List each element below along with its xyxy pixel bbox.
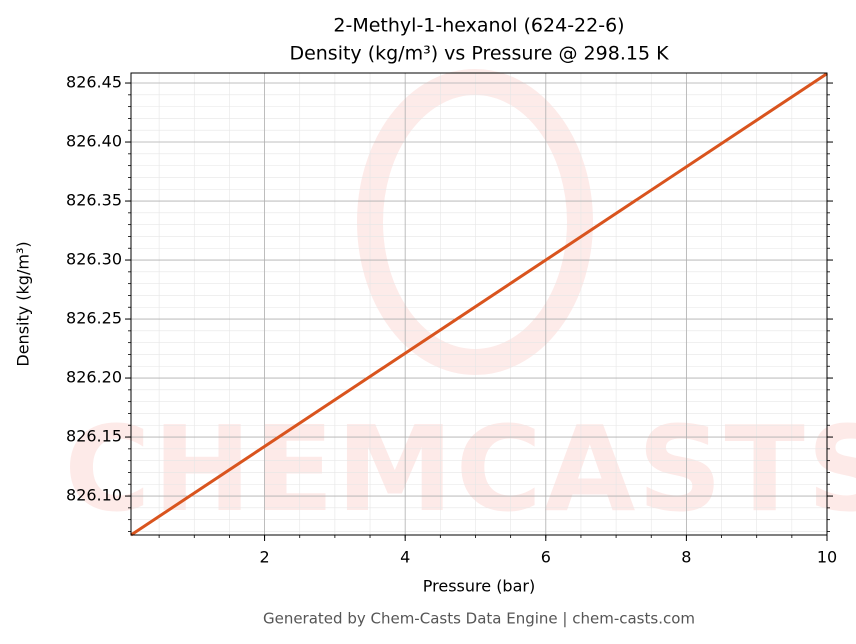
watermark: CHEMCASTS bbox=[64, 69, 856, 538]
y-tick-label: 826.35 bbox=[66, 191, 122, 210]
plot-frame bbox=[130, 72, 828, 536]
chart-subtitle: Density (kg/m³) vs Pressure @ 298.15 K bbox=[289, 43, 669, 65]
x-tick-label: 10 bbox=[817, 548, 837, 567]
y-tick-label: 826.25 bbox=[66, 309, 122, 328]
y-axis-label: Density (kg/m³) bbox=[14, 241, 33, 366]
x-tick-label: 2 bbox=[259, 548, 269, 567]
y-tick-label: 826.30 bbox=[66, 250, 122, 269]
watermark-ring bbox=[357, 69, 593, 375]
y-tick-label: 826.45 bbox=[66, 73, 122, 92]
x-tick-label: 8 bbox=[681, 548, 691, 567]
y-tick-label: 826.15 bbox=[66, 427, 122, 446]
y-tick-label: 826.40 bbox=[66, 132, 122, 151]
y-tick-label: 826.10 bbox=[66, 486, 122, 505]
watermark-text: CHEMCASTS bbox=[64, 400, 856, 538]
x-tick-label: 6 bbox=[541, 548, 551, 567]
x-axis-label: Pressure (bar) bbox=[423, 577, 535, 596]
y-tick-label: 826.20 bbox=[66, 368, 122, 387]
footer: Generated by Chem-Casts Data Engine | ch… bbox=[263, 610, 695, 628]
chart-title: 2-Methyl-1-hexanol (624-22-6) bbox=[333, 15, 624, 37]
data-line bbox=[130, 72, 828, 537]
x-tick-label: 4 bbox=[400, 548, 410, 567]
